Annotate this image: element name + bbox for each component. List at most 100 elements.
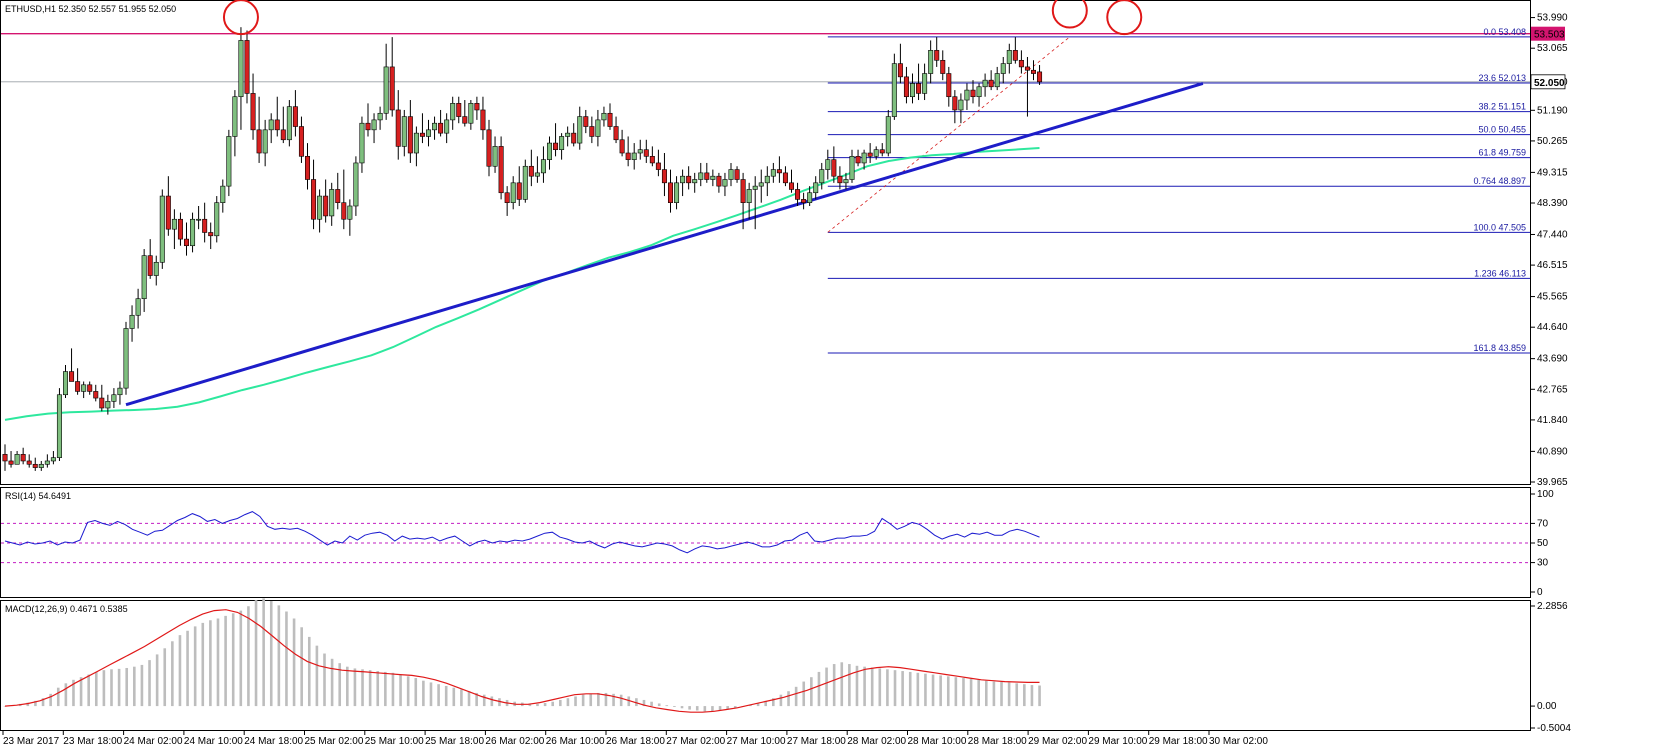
candle-bear: [486, 129, 492, 167]
macd-histogram-bar: [604, 692, 608, 707]
candle-bull: [214, 202, 220, 237]
candle-bull: [359, 122, 365, 164]
candle-bull: [746, 189, 752, 203]
macd-histogram-bar: [475, 692, 478, 707]
candle-bull: [891, 63, 897, 117]
macd-histogram-bar: [718, 706, 722, 711]
macd-histogram-bar: [893, 670, 897, 707]
macd-histogram-bar: [825, 667, 828, 707]
candle-bull: [843, 179, 849, 184]
macd-axis-label: 0.00: [1537, 701, 1557, 712]
candle-bear: [946, 73, 952, 98]
price-axis-label: 44.640: [1537, 322, 1568, 333]
candle-bear: [1018, 59, 1024, 68]
candle-bear: [952, 96, 958, 111]
candle-bull: [329, 189, 335, 217]
candle-bear: [474, 103, 480, 111]
candle-bear: [504, 192, 510, 203]
candle-bear: [831, 159, 837, 177]
macd-histogram-bar: [954, 677, 958, 707]
candle-bear: [643, 149, 649, 157]
macd-histogram-bar: [802, 681, 806, 707]
macd-histogram-bar: [26, 702, 30, 707]
macd-histogram-bar: [201, 622, 205, 707]
macd-histogram-bar: [772, 698, 775, 707]
macd-histogram-bar: [315, 645, 319, 707]
candle-bear: [395, 109, 401, 147]
macd-histogram-bar: [764, 700, 767, 707]
macd-histogram-bar: [543, 703, 547, 707]
price-axis-label: 47.440: [1537, 229, 1568, 240]
candle-bull: [153, 261, 159, 276]
time-axis-label: 29 Mar 02:00: [1028, 736, 1087, 746]
candle-bull: [111, 394, 117, 402]
price-axis-label: 46.515: [1537, 260, 1568, 271]
macd-histogram-bar: [680, 706, 684, 709]
macd-histogram-bar: [64, 683, 68, 707]
candle-bull: [171, 218, 177, 230]
macd-histogram-bar: [262, 598, 265, 707]
time-axis-label: 25 Mar 02:00: [305, 736, 364, 746]
candle-bear: [916, 83, 922, 94]
main-pane[interactable]: [0, 0, 1531, 485]
candle-bull: [190, 218, 196, 247]
macd-histogram-bar: [285, 611, 288, 707]
candle-bear: [686, 175, 692, 184]
macd-axis-label: 2.2856: [1537, 601, 1568, 612]
macd-histogram-bar: [254, 600, 258, 707]
candle-bull: [141, 255, 147, 300]
price-axis-label: 39.965: [1537, 477, 1568, 488]
macd-histogram-bar: [886, 669, 889, 707]
macd-signal-line: [4, 609, 1040, 713]
macd-histogram-bar: [916, 672, 920, 707]
candle-bull: [238, 40, 244, 98]
macd-pane[interactable]: [0, 600, 1531, 731]
macd-histogram-bar: [186, 630, 189, 707]
macd-histogram-bar: [536, 703, 539, 707]
macd-histogram-bar: [307, 636, 311, 707]
macd-header: MACD(12,26,9) 0.4671 0.5385: [5, 604, 128, 614]
macd-histogram-bar: [992, 681, 996, 707]
macd-histogram-bar: [1038, 685, 1041, 707]
time-axis-label: 26 Mar 02:00: [485, 736, 544, 746]
time-axis-label: 27 Mar 10:00: [727, 736, 786, 746]
macd-histogram-bar: [72, 679, 75, 707]
candle-bull: [413, 132, 419, 154]
candle-bear: [776, 169, 782, 174]
candle-bull: [286, 106, 292, 141]
candle-bull: [692, 179, 698, 184]
candle-bull: [62, 371, 68, 396]
macd-histogram-bar: [482, 694, 486, 707]
candle-bear: [480, 109, 486, 131]
price-axis-label: 48.390: [1537, 198, 1568, 209]
macd-histogram-bar: [733, 706, 737, 709]
candle-bear: [208, 232, 214, 237]
candle-bear: [2, 454, 8, 462]
candle-bull: [982, 79, 988, 88]
candle-bull: [770, 169, 776, 177]
candle-bull: [922, 73, 928, 94]
time-axis-label: 26 Mar 18:00: [606, 736, 665, 746]
fib-level-label: 1.236 46.113: [1474, 268, 1526, 278]
price-axis-label: 41.840: [1537, 415, 1568, 426]
candle-bull: [885, 116, 891, 154]
macd-histogram-bar: [498, 698, 501, 707]
candle-bear: [619, 139, 625, 154]
macd-histogram-bar: [452, 687, 456, 707]
candle-bull: [105, 401, 111, 409]
macd-histogram-bar: [277, 605, 281, 707]
axes: 53.990 53.065 52.050 51.190 50.265 49.315 48.3…: [2, 13, 1571, 746]
macd-histogram-bar: [34, 700, 37, 707]
candle-bear: [607, 112, 613, 127]
candle-bear: [32, 463, 38, 468]
candle-bull: [565, 132, 571, 137]
macd-histogram-bar: [41, 698, 45, 707]
candle-bull: [1006, 50, 1012, 64]
candle-bear: [177, 218, 183, 240]
macd-histogram-bar: [338, 663, 342, 707]
candle-bull: [226, 136, 232, 187]
high-circle-marker: [1051, 0, 1088, 29]
candle-bear: [389, 66, 395, 111]
